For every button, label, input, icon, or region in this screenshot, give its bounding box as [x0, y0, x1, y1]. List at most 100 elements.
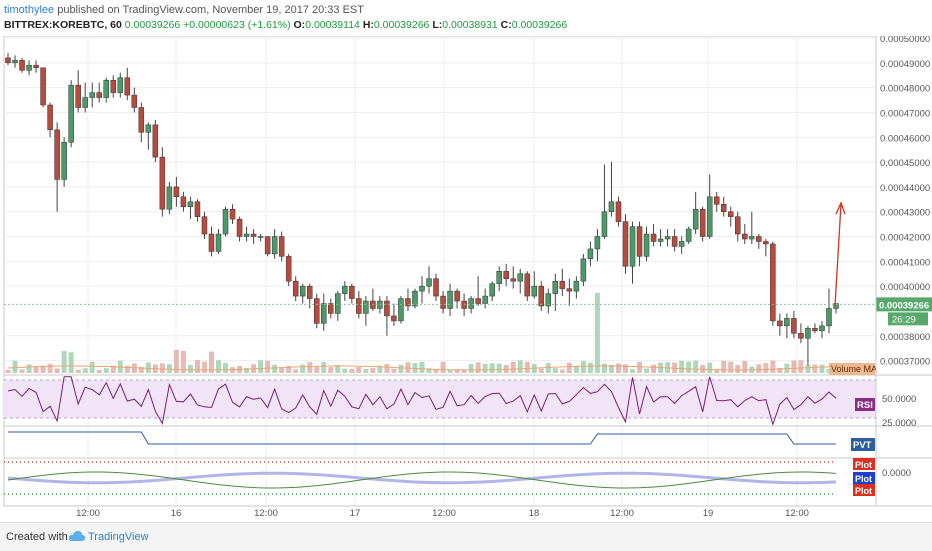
candle-body [166, 186, 173, 210]
volume-bar [82, 368, 88, 373]
candle-body [89, 92, 95, 98]
candle-body [791, 318, 797, 334]
candle-body [440, 295, 446, 309]
candle-body [692, 208, 699, 230]
candle-body [145, 124, 152, 133]
candle-body [770, 243, 776, 322]
candle-body [152, 124, 159, 158]
volume-bar [307, 362, 313, 373]
volume-bar [131, 363, 137, 373]
volume-bar [223, 362, 229, 373]
volume-bar [12, 360, 18, 373]
volume-bar [96, 369, 102, 373]
volume-bar [173, 349, 179, 373]
candle-body [271, 236, 278, 255]
pvt-pane [4, 425, 932, 445]
candle-body [264, 236, 271, 255]
symbol-name[interactable]: BITTREX:KOREBTC, 60 [4, 19, 122, 31]
time-tick-label: 16 [171, 508, 182, 519]
candle-body [82, 97, 88, 108]
open-value: 0.00039114 [305, 19, 360, 31]
candle-body [180, 196, 187, 207]
candle-body [685, 228, 692, 242]
candle-body [538, 285, 545, 307]
plot-pane [4, 457, 932, 495]
candle-body [622, 221, 629, 267]
time-tick-label: 19 [703, 508, 714, 519]
volume-bar [75, 369, 81, 373]
candle-body [742, 233, 748, 240]
time-tick-label: 17 [350, 508, 361, 519]
volume-bars [5, 293, 839, 373]
price-tick-label: 0.00037000 [880, 357, 930, 368]
candle-body [636, 226, 643, 257]
volume-bar [61, 350, 67, 373]
pvt-line [8, 431, 836, 445]
candle-body [615, 201, 622, 222]
candle-body [552, 280, 559, 294]
author-link[interactable]: timothylee [4, 4, 55, 16]
candle-body [54, 129, 60, 180]
volume-bar [244, 367, 250, 373]
countdown-tag [888, 312, 928, 326]
volume-bar [405, 362, 411, 373]
candle-body [187, 201, 194, 207]
volume-bar [363, 368, 369, 373]
candle-body [587, 248, 594, 260]
candle-body [138, 107, 145, 133]
symbol-bar: BITTREX:KOREBTC, 60 0.00039266 +0.000006… [4, 18, 567, 32]
candle-body [356, 298, 362, 314]
volume-bar [489, 363, 495, 373]
chart-svg[interactable]: 0.00050000 0.00049000 0.00048000 0.00047000… [0, 34, 932, 522]
candle-body [524, 273, 531, 297]
candle-body [510, 278, 516, 282]
candle-body [531, 285, 538, 297]
price-tick-label: 0.00044000 [880, 183, 930, 194]
volume-bar [475, 362, 481, 373]
time-tick-label: 12:00 [432, 508, 456, 519]
volume-bar [461, 369, 467, 373]
volume-bar [272, 364, 278, 373]
candle-body [201, 216, 208, 235]
volume-bar [580, 360, 586, 373]
plot-tag-label: Plot [855, 486, 872, 496]
plot-tag [853, 484, 875, 496]
candles [4, 52, 876, 366]
grid [3, 35, 877, 507]
volume-bar [26, 364, 32, 373]
volume-bar [426, 368, 432, 373]
candle-body [257, 236, 264, 238]
volume-bar [314, 366, 320, 373]
volume-bar [47, 363, 53, 373]
volume-bar [293, 369, 299, 373]
volume-bar [826, 369, 832, 373]
candle-body [503, 271, 509, 279]
volume-bar [286, 365, 292, 373]
price-tick-label: 0.00049000 [880, 59, 930, 70]
time-tick-label: 12:00 [610, 508, 634, 519]
candle-body [26, 65, 32, 71]
low-label: L: [432, 19, 443, 31]
candle-body [278, 236, 285, 257]
candle-body [777, 320, 783, 327]
close-label: C: [500, 19, 512, 31]
volume-bar [145, 362, 151, 373]
rsi-tick-25: 25.0000 [882, 418, 916, 429]
volume-bar [714, 369, 720, 373]
tradingview-brand[interactable]: TradingView [88, 531, 149, 543]
candle-body [756, 236, 762, 242]
candle-body [426, 278, 432, 287]
volume-bar [538, 368, 544, 373]
price-tick-label: 0.00046000 [880, 133, 930, 144]
volume-bar [187, 364, 193, 373]
chart-area[interactable]: 0.00050000 0.00049000 0.00048000 0.00047000… [0, 34, 932, 522]
volume-bar [735, 365, 741, 373]
candle-body [117, 77, 124, 93]
candle-body [173, 186, 180, 198]
volume-bar [630, 369, 636, 373]
candle-body [601, 211, 608, 237]
rsi-band [4, 380, 876, 418]
footer: Created with TradingView [0, 522, 932, 551]
candle-body [482, 295, 488, 304]
volume-bar [342, 368, 348, 373]
